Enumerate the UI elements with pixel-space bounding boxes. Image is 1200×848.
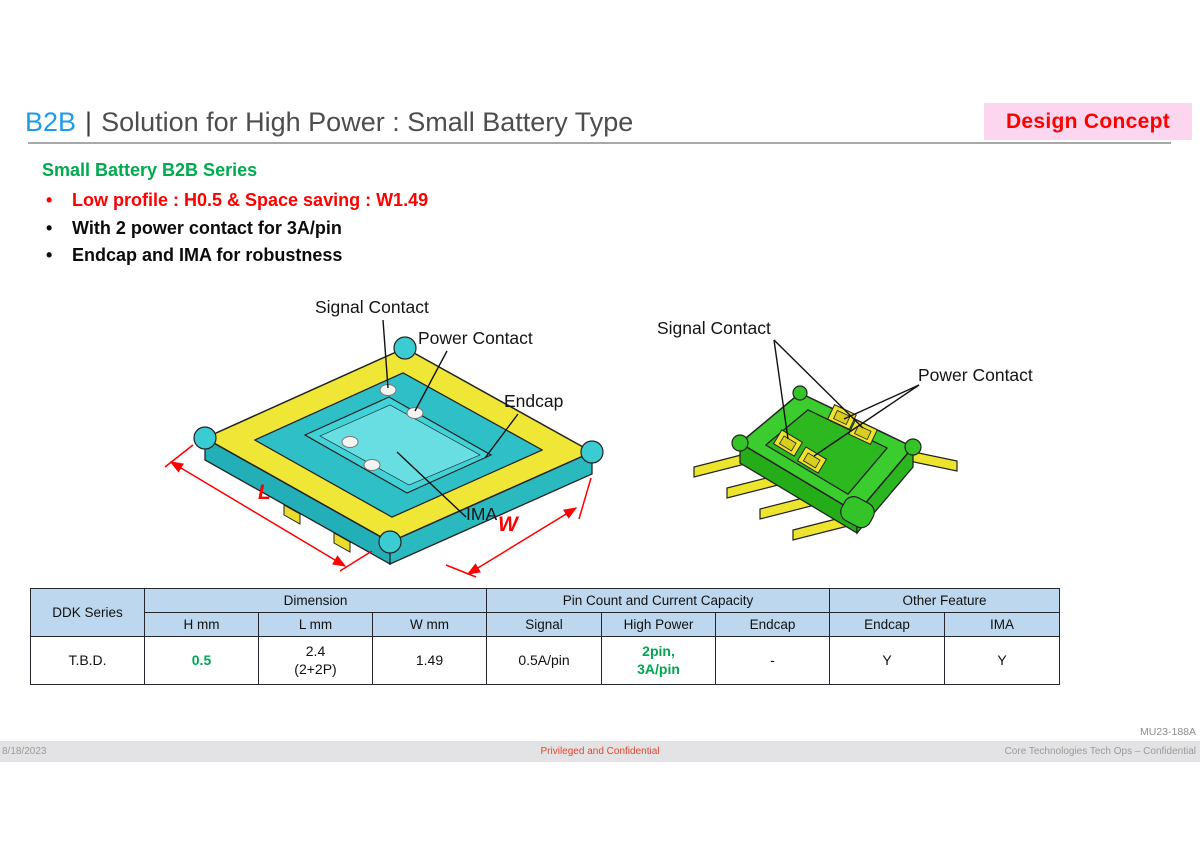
plug-power-contact-label: Power Contact bbox=[918, 365, 1033, 385]
bullet-text: Endcap and IMA for robustness bbox=[72, 245, 343, 265]
footer-org-label: Core Technologies Tech Ops – Confidentia… bbox=[1004, 746, 1196, 757]
table-group-header-row: DDK Series Dimension Pin Count and Curre… bbox=[30, 588, 1061, 637]
cell-w-mm: 1.49 bbox=[371, 636, 488, 685]
contact-pins bbox=[341, 384, 424, 471]
callout-leader-lines bbox=[382, 319, 519, 518]
bullet-marker: • bbox=[46, 190, 53, 210]
footer-bar: 8/18/2023 Privileged and Confidential Co… bbox=[0, 741, 1200, 762]
callout-leader-lines bbox=[773, 339, 920, 457]
feature-bullet-list: • Low profile : H0.5 & Space saving : W1… bbox=[46, 187, 428, 270]
design-concept-badge: Design Concept bbox=[984, 103, 1192, 140]
endcap-corners bbox=[193, 336, 604, 554]
plug-cavity bbox=[765, 409, 888, 495]
cell-endcap-pin: - bbox=[715, 636, 831, 685]
receptacle-power-contact-label: Power Contact bbox=[418, 328, 533, 348]
receptacle-endcap-label: Endcap bbox=[504, 391, 564, 411]
group-header-pin-count: Pin Count and Current Capacity bbox=[486, 588, 831, 613]
title-divider bbox=[28, 142, 1171, 144]
cell-ima: Y bbox=[944, 636, 1061, 685]
title-separator: | bbox=[85, 107, 93, 137]
spec-table: DDK Series Dimension Pin Count and Curre… bbox=[30, 588, 1061, 685]
plug-leads bbox=[693, 450, 958, 541]
cell-h-mm: 0.5 bbox=[144, 636, 259, 685]
col-header-w-mm: W mm bbox=[371, 612, 488, 637]
title-text: Solution for High Power : Small Battery … bbox=[101, 107, 634, 137]
plug-contact-pads bbox=[772, 404, 878, 474]
col-header-ima: IMA bbox=[944, 612, 1061, 637]
cell-series: T.B.D. bbox=[30, 636, 145, 685]
plug-signal-contact-label: Signal Contact bbox=[657, 318, 771, 338]
col-header-l-mm: L mm bbox=[258, 612, 373, 637]
bullet-text: Low profile : H0.5 & Space saving : W1.4… bbox=[72, 190, 429, 210]
col-header-endcap-feature: Endcap bbox=[829, 612, 946, 637]
bullet-endcap-ima: • Endcap and IMA for robustness bbox=[46, 242, 428, 270]
cell-signal: 0.5A/pin bbox=[486, 636, 603, 685]
table-sub-header-row: H mm L mm W mm Signal High Power Endcap … bbox=[31, 612, 1061, 637]
width-dimension-label: W bbox=[498, 513, 518, 536]
group-header-other-feature: Other Feature bbox=[829, 588, 1061, 613]
bullet-power-contact: • With 2 power contact for 3A/pin bbox=[46, 215, 428, 243]
title-product-code: B2B bbox=[25, 107, 77, 137]
receptacle-connector-illustration bbox=[164, 319, 604, 578]
cell-l-mm: 2.4 (2+2P) bbox=[258, 636, 373, 685]
cell-high-power: 2pin, 3A/pin bbox=[601, 636, 717, 685]
island-top-face bbox=[319, 404, 481, 486]
bullet-marker: • bbox=[46, 245, 53, 265]
plug-corner-domes bbox=[731, 385, 922, 529]
table-row: T.B.D. 0.5 2.4 (2+2P) 1.49 0.5A/pin 2pin… bbox=[30, 636, 1061, 685]
series-heading: Small Battery B2B Series bbox=[42, 160, 258, 180]
col-header-high-power: High Power bbox=[601, 612, 717, 637]
plug-connector-illustration bbox=[693, 339, 958, 541]
receptacle-signal-contact-label: Signal Contact bbox=[315, 297, 429, 317]
col-header-ddk-series: DDK Series bbox=[30, 588, 145, 637]
bullet-low-profile: • Low profile : H0.5 & Space saving : W1… bbox=[46, 187, 428, 215]
footer-date: 8/18/2023 bbox=[2, 746, 47, 757]
cell-endcap-feature: Y bbox=[829, 636, 946, 685]
receptacle-ima-label: IMA bbox=[466, 504, 498, 524]
group-header-dimension: Dimension bbox=[143, 588, 488, 613]
col-header-endcap-pin: Endcap bbox=[715, 612, 831, 637]
footer-confidential-notice: Privileged and Confidential bbox=[540, 746, 660, 757]
col-header-h-mm: H mm bbox=[144, 612, 259, 637]
document-code: MU23-188A bbox=[1139, 726, 1196, 738]
page-title: B2B | Solution for High Power : Small Batt… bbox=[25, 106, 633, 138]
length-dimension-label: L bbox=[258, 481, 271, 504]
col-header-signal: Signal bbox=[486, 612, 603, 637]
bullet-text: With 2 power contact for 3A/pin bbox=[72, 217, 342, 238]
bullet-marker: • bbox=[46, 217, 53, 238]
dimension-arrows bbox=[164, 444, 592, 578]
